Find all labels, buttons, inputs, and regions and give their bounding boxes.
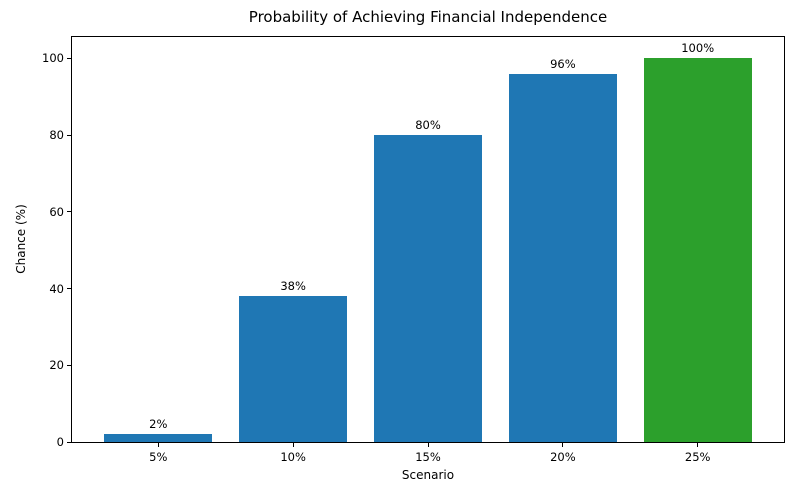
bar bbox=[374, 135, 482, 442]
bar-value-label: 80% bbox=[415, 118, 441, 133]
x-tick-mark bbox=[427, 442, 429, 447]
y-tick-mark bbox=[67, 57, 72, 59]
y-tick-mark bbox=[67, 441, 72, 443]
y-tick-mark bbox=[67, 134, 72, 136]
bar bbox=[239, 296, 348, 442]
x-tick-mark bbox=[562, 442, 564, 447]
bar-value-label: 100% bbox=[681, 41, 715, 56]
bar bbox=[104, 434, 213, 442]
bar-value-label: 96% bbox=[550, 56, 576, 71]
chart-title: Probability of Achieving Financial Indep… bbox=[248, 8, 608, 26]
x-axis-label: Scenario bbox=[401, 468, 455, 482]
x-tick-label: 10% bbox=[280, 450, 306, 464]
bar-value-label: 2% bbox=[149, 417, 168, 432]
y-axis-label: Chance (%) bbox=[14, 204, 28, 274]
bar-value-label: 38% bbox=[280, 279, 306, 294]
y-tick-label: 20 bbox=[49, 358, 64, 373]
x-tick-mark bbox=[157, 442, 159, 447]
x-tick-label: 15% bbox=[415, 450, 441, 464]
plot-area: 0 20 40 60 80 100 2% 5% 38% 10% 80% 15% 96% 20% 100% 25… bbox=[42, 36, 785, 464]
x-tick-mark bbox=[292, 442, 294, 447]
y-tick-label: 0 bbox=[56, 435, 64, 449]
x-tick-label: 20% bbox=[550, 450, 576, 464]
y-tick-label: 100 bbox=[42, 51, 64, 66]
bar bbox=[643, 58, 752, 442]
y-tick-mark bbox=[67, 211, 72, 213]
bar bbox=[508, 73, 617, 442]
y-tick-label: 80 bbox=[49, 128, 64, 143]
y-tick-mark bbox=[67, 364, 72, 366]
x-tick-mark bbox=[697, 442, 699, 447]
x-tick-label: 25% bbox=[684, 450, 711, 464]
y-tick-label: 40 bbox=[49, 281, 64, 296]
x-tick-label: 5% bbox=[149, 450, 168, 464]
y-tick-label: 60 bbox=[49, 204, 64, 219]
y-tick-mark bbox=[67, 288, 72, 290]
